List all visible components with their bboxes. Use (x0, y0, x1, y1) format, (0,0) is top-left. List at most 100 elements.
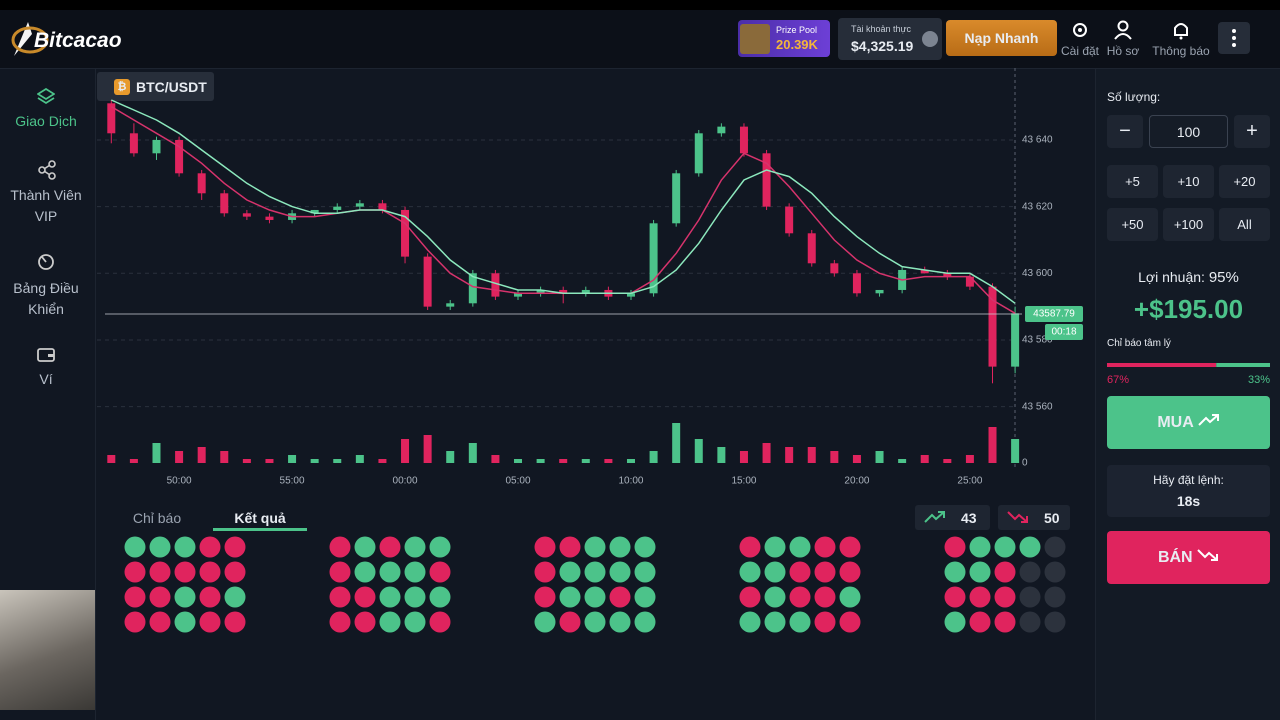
preset-button[interactable]: +50 (1107, 208, 1158, 241)
sidebar-item[interactable]: Bảng Điều Khiển (13, 280, 79, 317)
plus-button[interactable]: + (1234, 115, 1270, 148)
sidebar-item[interactable]: Ví (39, 371, 53, 387)
result-dot (609, 586, 631, 608)
sentiment-bar: 67% 33% (1107, 363, 1270, 386)
candle-body (739, 126, 748, 154)
profile-icon[interactable] (1113, 20, 1133, 40)
result-dot (379, 561, 401, 583)
volume-bar (107, 455, 116, 463)
sentiment-label: 67% (1107, 374, 1129, 386)
buy-button[interactable]: MUA (1107, 396, 1270, 449)
nav-label[interactable]: Thông báo (1152, 44, 1210, 58)
result-dot (534, 611, 556, 633)
candle-body (1011, 313, 1020, 367)
volume-bar (898, 459, 907, 463)
volume-bar (581, 459, 590, 463)
result-dot (944, 536, 966, 558)
result-dot (1019, 536, 1041, 558)
result-dot (174, 586, 196, 608)
dropdown[interactable] (922, 31, 938, 47)
candle-body (220, 193, 229, 214)
x-tick-label: 05:00 (505, 476, 530, 487)
result-dot (789, 611, 811, 633)
volume-bar (197, 447, 206, 463)
prize-pool[interactable]: Prize Pool 20.39K (738, 20, 830, 57)
nav-label[interactable]: Hồ sơ (1106, 44, 1140, 58)
result-dot (609, 611, 631, 633)
sentiment-title: Chỉ báo tâm lý (1107, 338, 1171, 349)
down-count: 50 (1044, 510, 1060, 526)
nav-label[interactable]: Cài đặt (1060, 44, 1100, 58)
result-dot (404, 561, 426, 583)
logo[interactable]: Bitcacao (34, 29, 122, 52)
minus-button[interactable]: − (1107, 115, 1143, 148)
chart: 43 560 43 580 43 600 43 620 43 640 0 50:00 55:0… (97, 68, 1083, 487)
result-dot (404, 536, 426, 558)
preset-button[interactable]: +20 (1219, 165, 1270, 198)
volume-bar (152, 443, 161, 463)
deposit-button[interactable]: Nạp Nhanh (946, 20, 1057, 56)
result-dot (739, 536, 761, 558)
result-dot (329, 561, 351, 583)
result-dot (944, 586, 966, 608)
volume-bar (310, 459, 319, 463)
result-dot (814, 611, 836, 633)
result-dot (124, 561, 146, 583)
sidebar-item[interactable]: Thành Viên VIP (10, 187, 82, 224)
preset-button[interactable]: All (1219, 208, 1270, 241)
menu-button[interactable] (1218, 22, 1250, 54)
result-dot (149, 611, 171, 633)
result-dot (149, 586, 171, 608)
volume-bar (220, 451, 229, 463)
down-icon (1007, 511, 1028, 523)
preset-button[interactable]: +100 (1163, 208, 1214, 241)
profit-label: Lợi nhuận: (1138, 269, 1205, 285)
result-dot (969, 536, 991, 558)
symbol-badge[interactable]: ₿ BTC/USDT (97, 72, 214, 101)
account[interactable]: Tài khoản thực $4,325.19 (838, 18, 942, 60)
result-dot (149, 536, 171, 558)
result-dot (969, 561, 991, 583)
volume-bar (626, 459, 635, 463)
sell-button[interactable]: BÁN (1107, 531, 1270, 584)
preset-button[interactable]: +10 (1163, 165, 1214, 198)
candle-body (152, 139, 161, 154)
candle-body (581, 289, 590, 294)
result-dot (994, 586, 1016, 608)
timer-label: Hãy đặt lệnh: (1153, 473, 1224, 487)
volume-bar (491, 455, 500, 463)
tab-active[interactable]: Kết quả (234, 510, 286, 526)
result-dot (124, 586, 146, 608)
result-dot (199, 536, 221, 558)
buy-label: MUA (1157, 414, 1194, 431)
result-dot (609, 536, 631, 558)
result-dot (224, 561, 246, 583)
profit: +$195.00 (1133, 294, 1244, 324)
sentiment-segment (1216, 363, 1270, 367)
result-dot (559, 536, 581, 558)
candle-body (559, 289, 568, 294)
result-dot (199, 586, 221, 608)
volume-bar (717, 447, 726, 463)
result-dot (764, 586, 786, 608)
settings-icon[interactable] (1071, 21, 1089, 39)
candle-body (175, 139, 184, 174)
profit-rate-line: Lợi nhuận: 95% (1096, 269, 1280, 286)
volume-bar (1011, 439, 1020, 463)
tab[interactable]: Chỉ báo (132, 510, 182, 526)
result-dot (224, 611, 246, 633)
bell-icon[interactable] (1172, 20, 1190, 40)
sidebar-item[interactable]: Giao Dịch (15, 113, 77, 129)
webcam-overlay (0, 590, 95, 710)
preset-button[interactable]: +5 (1107, 165, 1158, 198)
result-dot (814, 561, 836, 583)
volume-bar (694, 439, 703, 463)
volume-bar (672, 423, 681, 463)
result-dot (584, 586, 606, 608)
coin-icon: ₿ (114, 79, 130, 95)
up-count-box: 43 (915, 505, 990, 530)
volume-bar (649, 451, 658, 463)
candle-body (672, 173, 681, 224)
amount-input[interactable]: 100 (1149, 115, 1228, 148)
result-dot (534, 586, 556, 608)
